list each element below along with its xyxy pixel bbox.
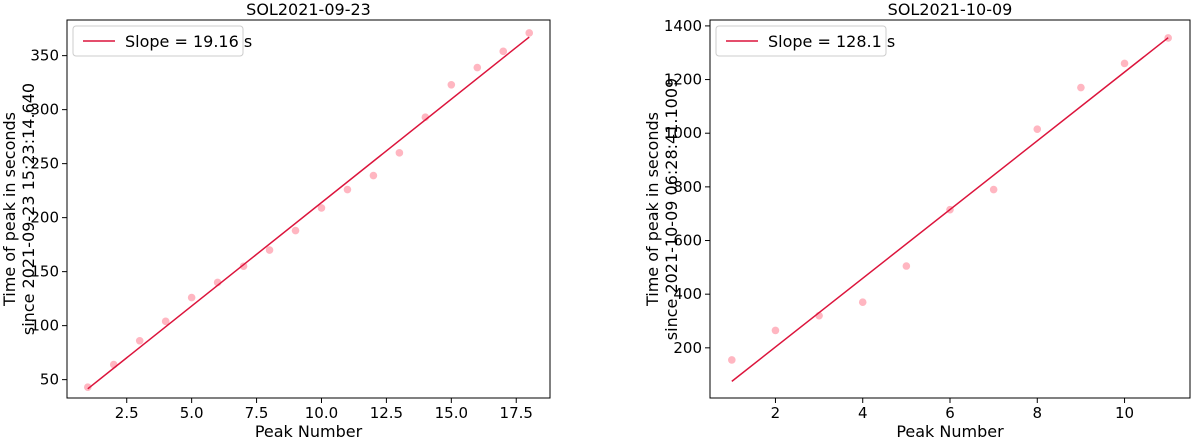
chart-title: SOL2021-10-09 <box>888 0 1013 19</box>
x-tick-label: 7.5 <box>245 404 269 422</box>
data-point <box>135 336 144 345</box>
y-tick-label: 150 <box>30 263 59 281</box>
x-axis-label: Peak Number <box>255 422 363 441</box>
x-tick-label: 12.5 <box>370 404 403 422</box>
y-tick-label: 800 <box>673 178 702 196</box>
data-point <box>902 262 911 270</box>
y-tick-label: 1000 <box>664 124 702 142</box>
y-tick-label: 1400 <box>664 17 702 35</box>
data-point <box>1120 59 1129 68</box>
data-point <box>1077 83 1085 92</box>
legend-label: Slope = 128.1 s <box>768 32 895 51</box>
data-point <box>771 326 780 335</box>
y-axis-label-line-1: Time of peak in seconds <box>0 112 19 307</box>
y-axis-label-line-2: since 2021-09-23 15:23:14.640 <box>19 83 38 335</box>
y-tick-label: 50 <box>40 371 59 389</box>
x-tick-label: 4 <box>858 404 868 422</box>
data-point <box>525 29 534 37</box>
legend-box <box>715 25 887 57</box>
data-point <box>317 204 326 212</box>
data-point <box>83 383 92 392</box>
x-tick-label: 6 <box>945 404 955 422</box>
y-tick-label: 100 <box>30 317 59 335</box>
data-point <box>291 226 300 235</box>
x-tick-label: 10.0 <box>305 404 338 422</box>
y-tick-label: 400 <box>673 285 702 303</box>
legend-label: Slope = 19.16 s <box>125 32 252 51</box>
y-tick-label: 1200 <box>664 71 702 89</box>
x-tick-label: 2 <box>771 404 781 422</box>
data-point <box>1033 125 1042 133</box>
y-tick-label: 300 <box>30 101 59 119</box>
y-tick-label: 200 <box>30 209 59 227</box>
data-point <box>858 298 867 307</box>
data-point <box>728 356 736 364</box>
axes-frame <box>66 19 551 399</box>
legend: Slope = 19.16 s <box>72 25 252 57</box>
chart-title: SOL2021-09-23 <box>246 0 371 19</box>
data-point <box>239 262 248 271</box>
fit-line <box>87 36 530 390</box>
data-point <box>473 63 482 72</box>
data-point <box>343 185 352 194</box>
x-tick-label: 17.5 <box>500 404 533 422</box>
chart-panel-1: SOL2021-09-23 2.5 5.0 7.5 10.0 12.5 15.0 17.5 50… <box>0 0 551 441</box>
y-tick-label: 350 <box>30 47 59 65</box>
y-tick-label: 250 <box>30 155 59 173</box>
chart-panel-2: SOL2021-10-09 2 4 6 8 10 200 400 600 800 1000 1200 1… <box>643 0 1191 441</box>
y-axis-label-line-2: since 2021-10-09 06:28:41.1009 <box>662 78 681 340</box>
data-point <box>989 185 998 194</box>
x-tick-label: 2.5 <box>115 404 139 422</box>
data-point <box>265 246 274 254</box>
x-tick-label: 15.0 <box>435 404 468 422</box>
fit-line <box>731 37 1169 382</box>
data-point <box>369 171 378 180</box>
y-tick-label: 200 <box>673 339 702 357</box>
x-tick-label: 5.0 <box>180 404 204 422</box>
x-tick-label: 10 <box>1115 404 1134 422</box>
data-point <box>499 47 508 56</box>
data-point <box>187 293 196 302</box>
x-axis-label: Peak Number <box>896 422 1004 441</box>
legend-box <box>72 25 244 57</box>
y-axis-label-line-1: Time of peak in seconds <box>643 112 662 307</box>
y-tick-label: 600 <box>673 232 702 250</box>
x-tick-label: 8 <box>1032 404 1042 422</box>
legend: Slope = 128.1 s <box>715 25 895 57</box>
data-point <box>395 149 404 157</box>
data-point <box>447 81 456 89</box>
data-point <box>161 317 170 326</box>
